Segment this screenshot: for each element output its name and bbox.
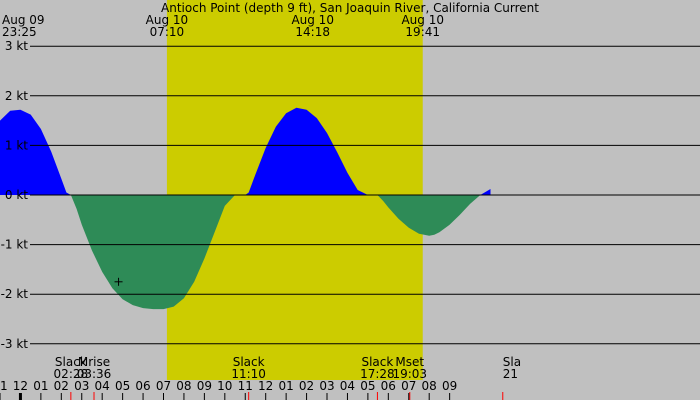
- x-tick-label: 09: [442, 379, 457, 393]
- top-time-label: 23:25: [2, 25, 37, 39]
- top-label-layer: Antioch Point (depth 9 ft), San Joaquin …: [2, 1, 539, 39]
- x-tick-label: 08: [422, 379, 437, 393]
- top-time-label: 07:10: [150, 25, 185, 39]
- event-label: Slack: [55, 355, 87, 369]
- event-time: 17:28: [360, 367, 395, 381]
- event-time: 19:03: [392, 367, 427, 381]
- y-tick-label: -1 kt: [1, 238, 29, 252]
- x-tick-label: 12: [258, 379, 273, 393]
- x-axis-layer: 11 12 01 02 03 04 05 06 07 08 09 10 11 12 01 02 03 04 05 06…: [0, 379, 457, 400]
- event-label: Slack: [233, 355, 265, 369]
- x-tick-label: 05: [115, 379, 130, 393]
- x-tick-label: 02: [54, 379, 69, 393]
- y-tick-label: -3 kt: [1, 337, 29, 351]
- x-tick-label: 11: [238, 379, 253, 393]
- top-date-label: Aug 10: [146, 13, 189, 27]
- event-label: Mset: [395, 355, 424, 369]
- y-tick-label: 0 kt: [5, 188, 28, 202]
- y-tick-label: 2 kt: [5, 89, 28, 103]
- top-time-label: 14:18: [295, 25, 330, 39]
- event-time: 03:36: [77, 367, 112, 381]
- x-tick-label: 10: [217, 379, 232, 393]
- x-tick-label: 12: [13, 379, 28, 393]
- chart-title: Antioch Point (depth 9 ft), San Joaquin …: [161, 1, 539, 15]
- top-date-label: Aug 09: [2, 13, 45, 27]
- event-label: Mrise: [78, 355, 110, 369]
- cross-marker: [114, 277, 123, 286]
- event-label: Sla: [503, 355, 521, 369]
- top-time-label: 19:41: [405, 25, 440, 39]
- x-tick-label: 03: [74, 379, 89, 393]
- top-date-label: Aug 10: [401, 13, 444, 27]
- current-area-layer: [0, 107, 491, 310]
- x-tick-label: 02: [299, 379, 314, 393]
- y-tick-label: -2 kt: [1, 287, 29, 301]
- event-time: 11:10: [231, 367, 266, 381]
- x-tick-label: 03: [319, 379, 334, 393]
- x-tick-label: 07: [156, 379, 171, 393]
- y-tick-label-layer: 3 kt 2 kt 1 kt 0 kt -1 kt -2 kt -3 kt: [1, 39, 29, 351]
- event-label: Slack: [361, 355, 393, 369]
- y-tick-label: 3 kt: [5, 39, 28, 53]
- x-tick-label: 05: [360, 379, 375, 393]
- event-time: 21: [503, 367, 518, 381]
- y-tick-label: 1 kt: [5, 138, 28, 152]
- x-tick-label: 01: [278, 379, 293, 393]
- x-tick-label: 09: [197, 379, 212, 393]
- flood-current-area: [0, 107, 491, 195]
- ebb-current-area: [0, 195, 491, 310]
- x-tick-label: 08: [176, 379, 191, 393]
- top-date-label: Aug 10: [291, 13, 334, 27]
- x-tick-label: 07: [401, 379, 416, 393]
- marker-layer: [114, 277, 123, 286]
- gridline-layer: [30, 45, 700, 345]
- x-tick-label: 11: [0, 379, 8, 393]
- x-tick-label: 01: [33, 379, 48, 393]
- event-time: 02:28: [54, 367, 89, 381]
- x-tick-label: 04: [95, 379, 110, 393]
- x-tick-label: 06: [135, 379, 150, 393]
- event-label-layer: Slack02:28Mrise03:36Slack11:10Slack17:28…: [54, 355, 521, 400]
- x-tick-label: 06: [381, 379, 396, 393]
- x-tick-label: 04: [340, 379, 355, 393]
